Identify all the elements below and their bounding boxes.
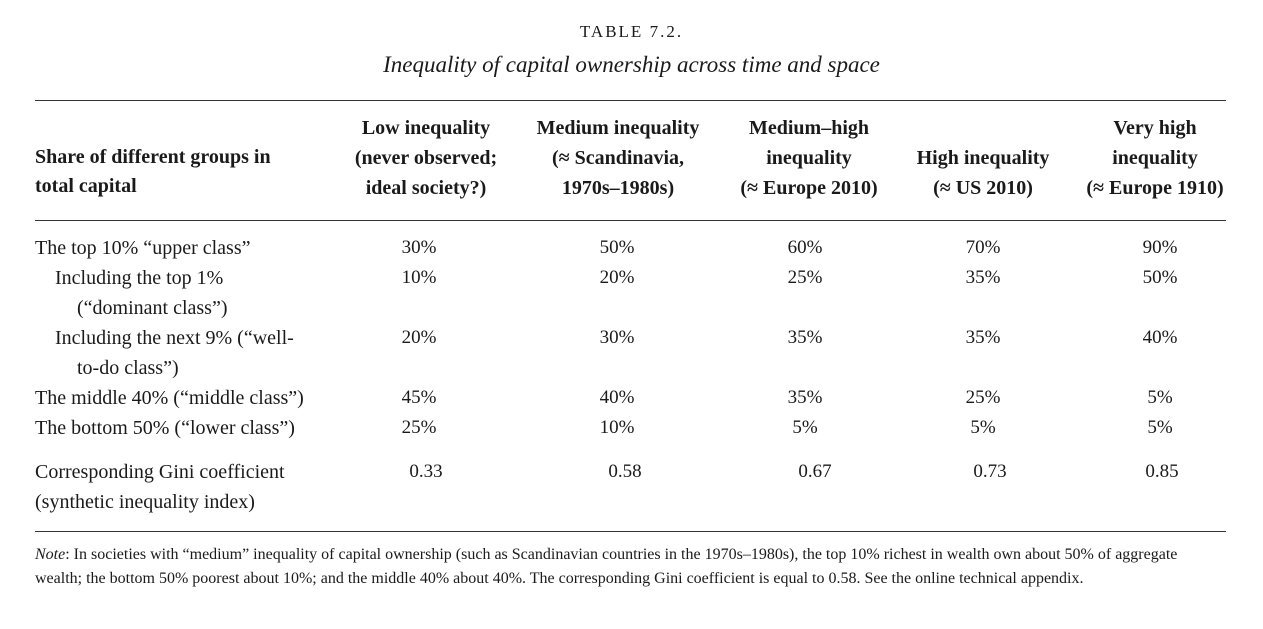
- note-text: : In societies with “medium” inequality …: [35, 546, 1178, 587]
- row-label-next-9: Including the next 9% (“well- to-do clas…: [55, 323, 294, 383]
- cell-value: 40%: [599, 387, 635, 408]
- column-header-line: ideal society?): [365, 177, 487, 199]
- column-header-line: (never observed;: [354, 147, 498, 169]
- column-header-medium: Medium inequality (≈ Scandinavia, 1970s–…: [518, 113, 718, 203]
- column-header-low: Low inequality (never observed; ideal so…: [336, 113, 516, 203]
- note-label: Note: [35, 546, 66, 563]
- cell-value: 0.85: [1145, 461, 1179, 482]
- column-header-line: 1970s–1980s): [561, 177, 675, 199]
- column-header-line: (≈ Europe 2010): [740, 177, 878, 199]
- row-label-top-1: Including the top 1% (“dominant class”): [55, 263, 228, 323]
- column-header-very-high: Very high inequality (≈ Europe 1910): [1078, 113, 1232, 203]
- row-header-line: total capital: [35, 175, 137, 197]
- cell-value: 30%: [401, 237, 437, 258]
- cell-value: 5%: [1147, 387, 1173, 408]
- cell-value: 35%: [965, 267, 1001, 288]
- cell-value: 30%: [599, 327, 635, 348]
- cell-value: 20%: [401, 327, 437, 348]
- top-rule: [35, 100, 1226, 101]
- cell-value: 90%: [1142, 237, 1178, 258]
- column-header-line: Very high: [1113, 117, 1197, 139]
- cell-value: 0.58: [608, 461, 642, 482]
- column-header-line: High inequality: [916, 147, 1050, 169]
- cell-value: 25%: [787, 267, 823, 288]
- column-header-line: Low inequality: [361, 117, 491, 139]
- row-label-top-10: The top 10% “upper class”: [35, 233, 250, 263]
- cell-value: 40%: [1142, 327, 1178, 348]
- row-label-line: Corresponding Gini coefficient: [35, 461, 285, 483]
- bottom-rule: [35, 531, 1226, 532]
- column-header-line: inequality: [766, 147, 852, 169]
- cell-value: 35%: [965, 327, 1001, 348]
- row-label-line: The middle 40% (“middle class”): [35, 387, 304, 409]
- cell-value: 35%: [787, 387, 823, 408]
- table-number: TABLE 7.2.: [579, 22, 684, 41]
- cell-value: 50%: [1142, 267, 1178, 288]
- row-header-line: Share of different groups in: [35, 146, 271, 168]
- header-rule: [35, 220, 1226, 221]
- cell-value: 10%: [401, 267, 437, 288]
- cell-value: 0.33: [409, 461, 443, 482]
- row-label-line: Including the top 1%: [55, 267, 224, 289]
- cell-value: 0.67: [798, 461, 832, 482]
- column-header-line: (≈ US 2010): [933, 177, 1033, 199]
- cell-value: 5%: [1147, 417, 1173, 438]
- row-label-line: to-do class”): [77, 357, 179, 379]
- cell-value: 0.73: [973, 461, 1007, 482]
- column-header-medium-high: Medium–high inequality (≈ Europe 2010): [724, 113, 894, 203]
- row-label-line: (“dominant class”): [77, 297, 228, 319]
- cell-value: 25%: [401, 417, 437, 438]
- cell-value: 35%: [787, 327, 823, 348]
- cell-value: 25%: [965, 387, 1001, 408]
- cell-value: 50%: [599, 237, 635, 258]
- row-label-bottom-50: The bottom 50% (“lower class”): [35, 413, 295, 443]
- row-header: Share of different groups in total capit…: [35, 143, 315, 201]
- cell-value: 10%: [599, 417, 635, 438]
- column-header-line: (≈ Scandinavia,: [551, 147, 685, 169]
- row-label-line: Including the next 9% (“well-: [55, 327, 294, 349]
- cell-value: 60%: [787, 237, 823, 258]
- column-header-line: inequality: [1112, 147, 1198, 169]
- cell-value: 20%: [599, 267, 635, 288]
- cell-value: 70%: [965, 237, 1001, 258]
- row-label-line: The bottom 50% (“lower class”): [35, 417, 295, 439]
- table-title: Inequality of capital ownership across t…: [383, 52, 880, 77]
- column-header-line: Medium–high: [748, 117, 870, 139]
- row-label-line: (synthetic inequality index): [35, 491, 255, 513]
- row-label-line: The top 10% “upper class”: [35, 237, 251, 259]
- row-label-middle-40: The middle 40% (“middle class”): [35, 383, 304, 413]
- column-header-high: High inequality (≈ US 2010): [898, 143, 1068, 203]
- column-header-line: Medium inequality: [536, 117, 700, 139]
- column-header-line: (≈ Europe 1910): [1086, 177, 1224, 199]
- cell-value: 5%: [792, 417, 818, 438]
- cell-value: 45%: [401, 387, 437, 408]
- table-note: Note: In societies with “medium” inequal…: [35, 543, 1226, 590]
- cell-value: 5%: [970, 417, 996, 438]
- row-label-gini: Corresponding Gini coefficient (syntheti…: [35, 457, 285, 517]
